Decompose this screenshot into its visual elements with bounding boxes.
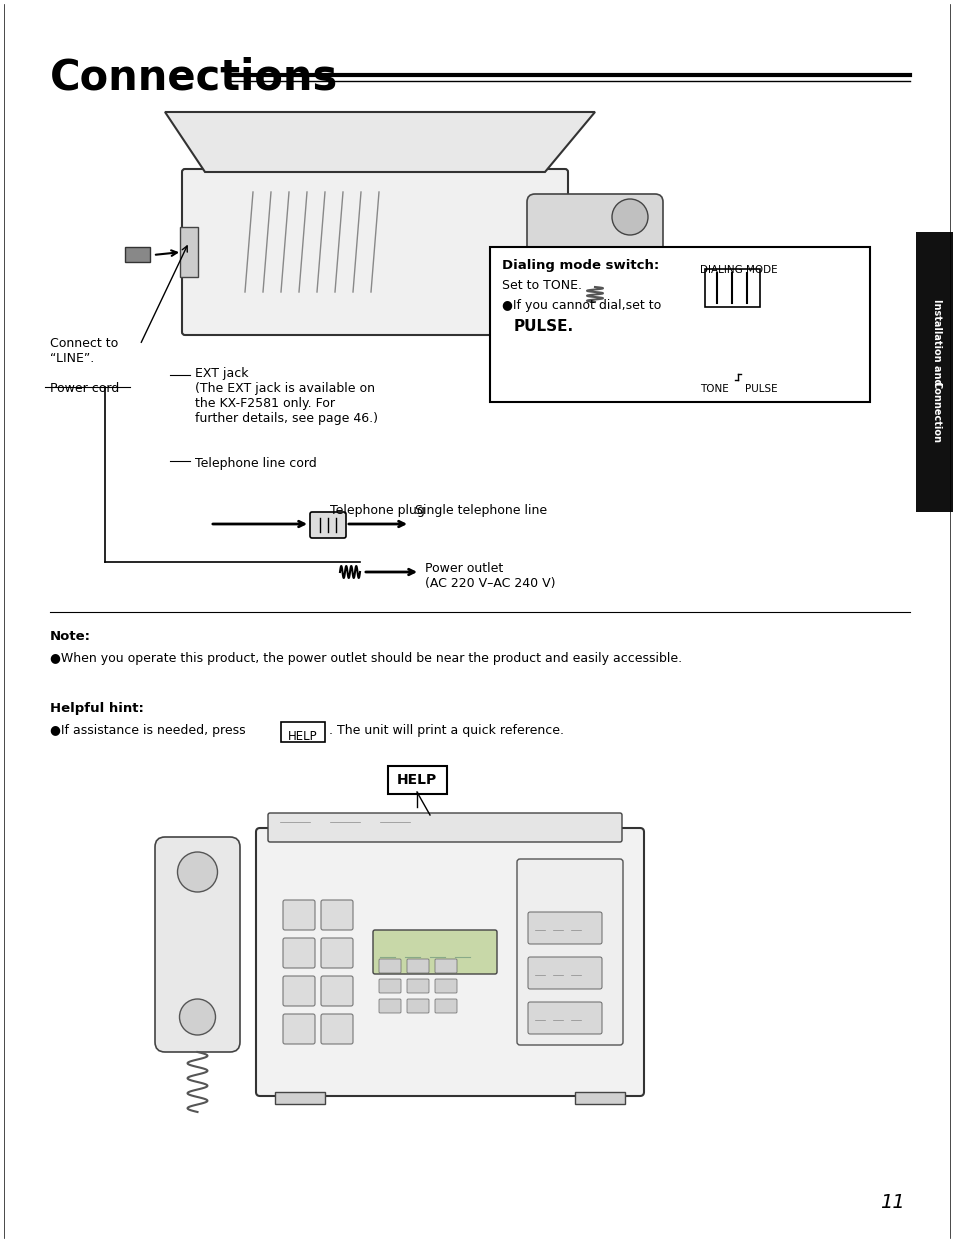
Bar: [274, 1092, 325, 1104]
Text: Telephone plug: Telephone plug: [330, 504, 424, 517]
Text: HELP: HELP: [288, 730, 317, 743]
FancyBboxPatch shape: [320, 976, 353, 1006]
FancyBboxPatch shape: [281, 722, 325, 741]
FancyBboxPatch shape: [182, 169, 567, 335]
FancyBboxPatch shape: [310, 512, 346, 538]
FancyBboxPatch shape: [378, 959, 400, 972]
FancyBboxPatch shape: [154, 837, 240, 1052]
Text: PULSE.: PULSE.: [514, 319, 574, 334]
FancyBboxPatch shape: [527, 912, 601, 944]
FancyBboxPatch shape: [527, 958, 601, 989]
FancyBboxPatch shape: [435, 979, 456, 994]
Text: PULSE: PULSE: [744, 384, 777, 394]
FancyBboxPatch shape: [283, 900, 314, 930]
Text: Installation and: Installation and: [931, 299, 941, 385]
FancyBboxPatch shape: [435, 959, 456, 972]
Text: Set to TONE.: Set to TONE.: [501, 279, 581, 292]
Text: TONE: TONE: [700, 384, 728, 394]
Text: ●When you operate this product, the power outlet should be near the product and : ●When you operate this product, the powe…: [50, 652, 681, 664]
Text: Single telephone line: Single telephone line: [415, 504, 547, 517]
Text: DIALING MODE: DIALING MODE: [700, 265, 777, 274]
FancyBboxPatch shape: [283, 976, 314, 1006]
FancyBboxPatch shape: [407, 959, 429, 972]
Text: Connections: Connections: [50, 57, 338, 99]
FancyBboxPatch shape: [320, 900, 353, 930]
Bar: [704, 270, 760, 307]
FancyBboxPatch shape: [320, 938, 353, 968]
FancyBboxPatch shape: [526, 194, 662, 289]
FancyBboxPatch shape: [378, 979, 400, 994]
FancyBboxPatch shape: [283, 1013, 314, 1045]
Text: Dialing mode switch:: Dialing mode switch:: [501, 260, 659, 272]
Text: Power outlet
(AC 220 V–AC 240 V): Power outlet (AC 220 V–AC 240 V): [424, 561, 555, 590]
Text: Power cord: Power cord: [50, 383, 119, 395]
Bar: [180, 227, 198, 277]
Text: 11: 11: [880, 1194, 904, 1212]
Circle shape: [545, 248, 574, 276]
Polygon shape: [165, 112, 595, 171]
FancyBboxPatch shape: [320, 1013, 353, 1045]
Text: Connection: Connection: [931, 381, 941, 443]
Text: ●If assistance is needed, press: ●If assistance is needed, press: [50, 724, 250, 737]
FancyBboxPatch shape: [490, 247, 869, 402]
Text: ●If you cannot dial,set to: ●If you cannot dial,set to: [501, 299, 660, 312]
FancyBboxPatch shape: [407, 999, 429, 1013]
Text: Note:: Note:: [50, 630, 91, 643]
Bar: [575, 1092, 624, 1104]
FancyBboxPatch shape: [517, 859, 622, 1045]
Text: Telephone line cord: Telephone line cord: [194, 457, 316, 469]
FancyBboxPatch shape: [407, 979, 429, 994]
FancyBboxPatch shape: [373, 930, 497, 974]
Text: HELP: HELP: [396, 773, 436, 787]
FancyBboxPatch shape: [435, 999, 456, 1013]
FancyBboxPatch shape: [268, 814, 621, 842]
Text: Connect to
“LINE”.: Connect to “LINE”.: [50, 337, 118, 365]
Circle shape: [177, 852, 217, 892]
Text: . The unit will print a quick reference.: . The unit will print a quick reference.: [329, 724, 563, 737]
Bar: [915, 232, 953, 512]
Text: EXT jack
(The EXT jack is available on
the KX-F2581 only. For
further details, s: EXT jack (The EXT jack is available on t…: [194, 366, 377, 425]
FancyBboxPatch shape: [255, 828, 643, 1095]
Circle shape: [612, 199, 647, 235]
FancyBboxPatch shape: [388, 766, 447, 794]
Bar: [125, 247, 150, 262]
FancyBboxPatch shape: [378, 999, 400, 1013]
Text: Helpful hint:: Helpful hint:: [50, 702, 144, 715]
FancyBboxPatch shape: [283, 938, 314, 968]
Circle shape: [179, 999, 215, 1035]
FancyBboxPatch shape: [527, 1002, 601, 1035]
